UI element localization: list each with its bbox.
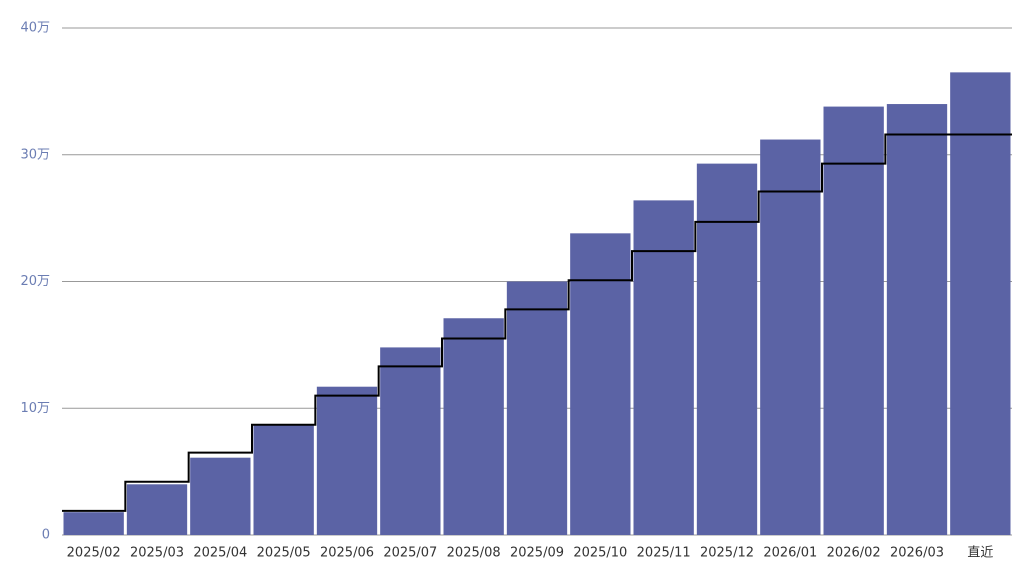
x-tick-label: 2026/03	[890, 546, 944, 561]
bar	[886, 104, 948, 536]
x-tick-label: 2025/05	[257, 546, 311, 561]
bar	[190, 457, 251, 535]
bar	[696, 163, 758, 535]
y-tick-label: 10万	[20, 401, 50, 416]
bar	[380, 347, 441, 535]
bar	[633, 200, 694, 535]
bar	[506, 281, 568, 535]
y-tick-label: 0	[42, 528, 50, 543]
x-tick-label: 2026/01	[763, 546, 817, 561]
x-tick-label: 2025/03	[130, 546, 184, 561]
x-tick-label: 2025/02	[67, 546, 121, 561]
bar	[316, 386, 378, 535]
bar	[950, 72, 1011, 536]
x-tick-label: 2025/09	[510, 546, 564, 561]
step-line	[62, 133, 1012, 512]
bar	[126, 484, 188, 535]
y-tick-label: 20万	[20, 274, 50, 289]
x-tick-label: 2025/06	[320, 546, 374, 561]
x-tick-label: 2025/10	[573, 546, 627, 561]
bar	[253, 424, 314, 535]
x-tick-label: 2025/11	[637, 546, 691, 561]
x-tick-label: 2026/02	[827, 546, 881, 561]
x-tick-label: 2025/08	[447, 546, 501, 561]
bar	[443, 318, 504, 535]
x-tick-label: 2025/12	[700, 546, 754, 561]
y-tick-label: 40万	[20, 21, 50, 36]
y-tick-label: 30万	[20, 147, 50, 162]
bar	[760, 139, 821, 536]
bar	[63, 512, 124, 535]
x-tick-label: 直近	[967, 546, 993, 561]
bar	[570, 233, 631, 535]
x-tick-label: 2025/04	[193, 546, 247, 561]
x-tick-label: 2025/07	[383, 546, 437, 561]
bar	[823, 106, 884, 536]
